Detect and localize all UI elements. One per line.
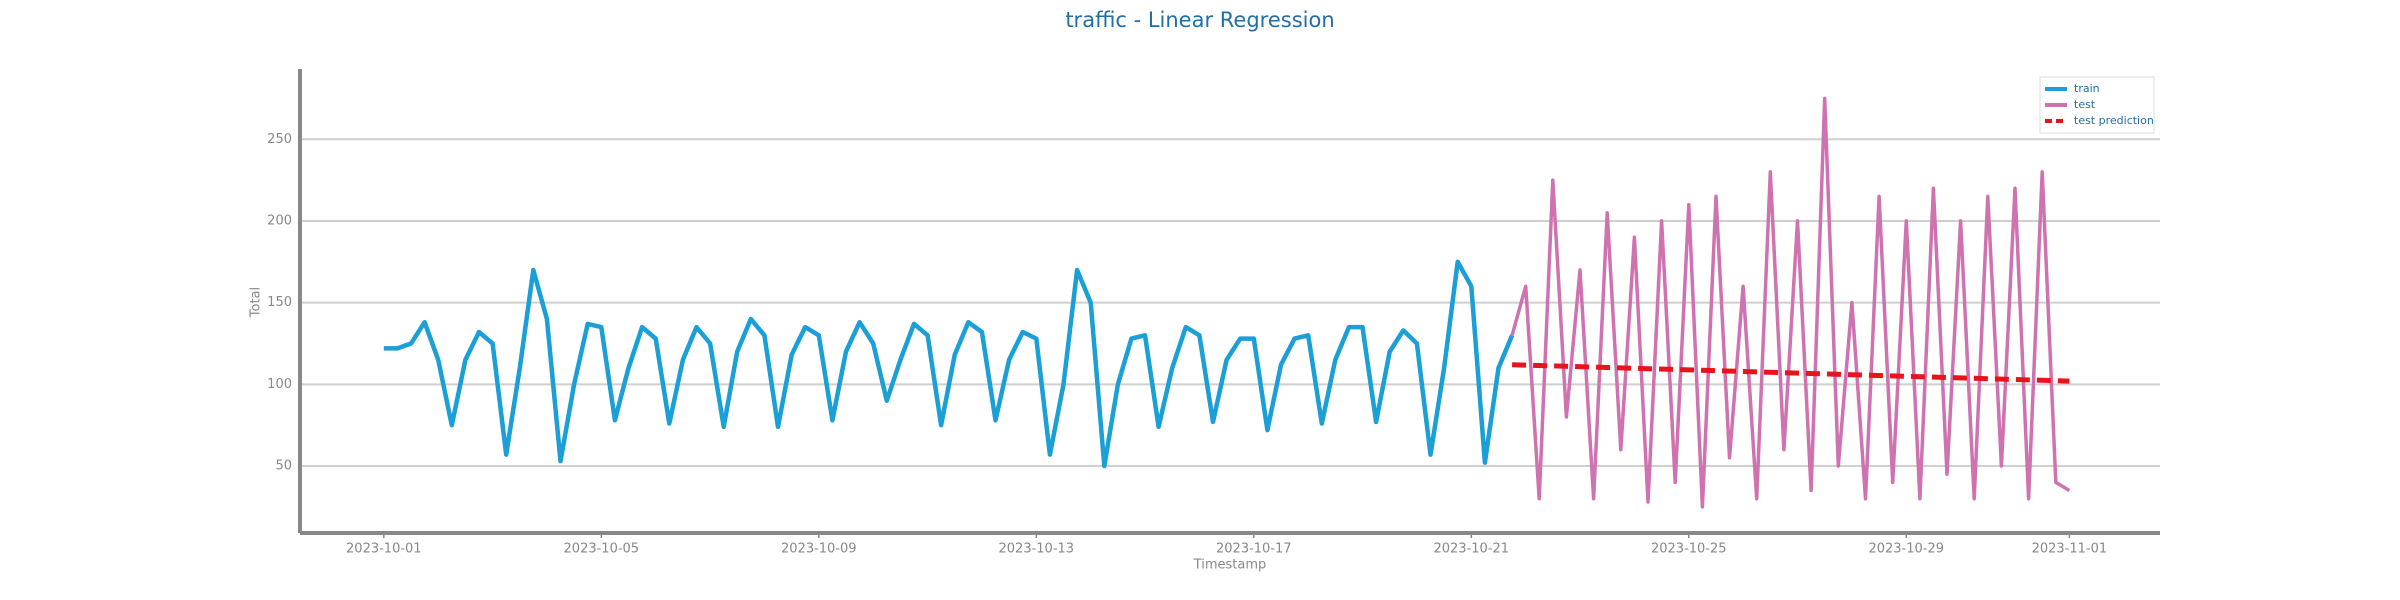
x-tick-label: 2023-11-01 <box>2032 542 2108 557</box>
x-tick-label: 2023-10-17 <box>1216 542 1292 557</box>
legend-label: train <box>2074 82 2100 95</box>
y-tick-label: 200 <box>267 213 292 228</box>
series-line <box>1512 362 2070 384</box>
series-line <box>383 259 1515 469</box>
legend-label: test prediction <box>2074 114 2154 127</box>
y-tick-label: 100 <box>267 377 292 392</box>
y-tick-label: 150 <box>267 295 292 310</box>
y-tick-label: 250 <box>267 132 292 147</box>
x-tick-label: 2023-10-25 <box>1651 542 1727 557</box>
x-tick-label: 2023-10-13 <box>999 542 1075 557</box>
x-axis-label: Timestamp <box>1193 558 1267 573</box>
chart-title: traffic - Linear Regression <box>1065 8 1334 32</box>
y-axis-label: Total <box>249 287 264 318</box>
y-tick-label: 50 <box>275 459 292 474</box>
x-tick-label: 2023-10-21 <box>1433 542 1509 557</box>
x-tick-label: 2023-10-01 <box>346 542 422 557</box>
x-tick-label: 2023-10-29 <box>1868 542 1944 557</box>
series-line <box>1510 96 2071 509</box>
x-tick-label: 2023-10-09 <box>781 542 857 557</box>
x-tick-label: 2023-10-05 <box>564 542 640 557</box>
legend-label: test <box>2074 98 2096 111</box>
